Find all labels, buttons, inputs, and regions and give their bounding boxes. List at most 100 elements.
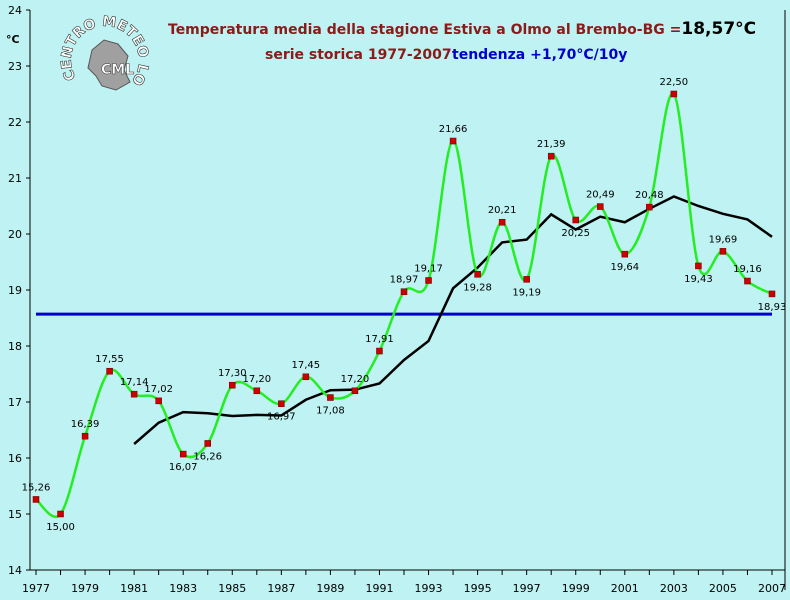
data-marker [425,277,432,284]
data-marker [744,277,751,285]
data-marker [57,510,64,518]
x-tick-label: 1999 [562,582,590,595]
x-tick-label: 2003 [660,582,688,595]
data-marker [81,432,89,440]
y-tick-label: 14 [8,564,22,577]
data-label: 20,25 [561,228,590,239]
data-marker [498,218,506,226]
data-marker [547,152,555,160]
data-marker [670,90,678,98]
data-marker [523,276,530,283]
data-marker [719,248,727,255]
data-marker [646,203,653,211]
data-marker [229,381,236,389]
y-tick-label: 21 [8,172,22,185]
data-marker [400,288,408,295]
y-axis-unit: °C [6,33,20,46]
chart-subtitle: serie storica 1977-2007 [265,47,452,63]
data-marker [130,390,138,398]
data-marker [253,387,261,395]
y-tick-label: 16 [8,452,22,465]
data-marker [351,387,359,395]
data-label: 19,16 [733,264,762,275]
x-tick-label: 2005 [709,582,737,595]
data-marker [278,400,285,407]
data-label: 22,50 [660,77,689,88]
chart-title-value: 18,57°C [681,19,756,39]
x-tick-label: 1981 [120,582,148,595]
data-label: 21,66 [439,124,468,135]
x-tick-label: 1979 [71,582,99,595]
x-tick-label: 1985 [218,582,246,595]
data-label: 17,20 [341,374,370,385]
y-tick-label: 19 [8,284,22,297]
data-label: 15,00 [46,522,75,533]
data-label: 19,17 [414,263,443,274]
data-marker [474,271,481,278]
x-tick-label: 1997 [513,582,541,595]
data-label: 18,97 [390,275,419,286]
data-label: 17,14 [120,377,149,388]
data-label: 17,02 [144,384,173,395]
data-marker [572,216,579,224]
data-marker [155,397,162,405]
data-marker [621,250,629,258]
data-marker [106,367,113,375]
x-tick-label: 2007 [758,582,786,595]
y-tick-label: 17 [8,396,22,409]
data-label: 16,07 [169,462,198,473]
data-marker [376,347,383,355]
data-label: 17,20 [242,374,271,385]
data-marker [204,440,211,447]
x-tick-label: 1991 [365,582,393,595]
x-tick-label: 1977 [22,582,50,595]
data-label: 15,26 [22,482,51,493]
data-label: 16,39 [71,419,100,430]
data-marker [597,203,604,210]
data-label: 16,97 [267,412,296,423]
trend-label: tendenza +1,70°C/10y [452,47,627,63]
y-tick-label: 15 [8,508,22,521]
data-label: 19,69 [709,234,738,245]
data-marker [179,450,187,458]
lombardy-map-icon [87,39,131,91]
y-tick-label: 23 [8,60,22,73]
data-label: 20,48 [635,190,664,201]
data-label: 19,28 [463,282,492,293]
data-label: 20,21 [488,205,517,216]
data-label: 20,49 [586,190,615,201]
data-label: 19,43 [684,274,713,285]
logo-cml-text: CML [101,62,134,78]
data-marker [32,496,40,503]
y-tick-label: 22 [8,116,22,129]
data-marker [768,290,776,298]
data-label: 17,30 [218,368,247,379]
x-tick-label: 1989 [316,582,344,595]
data-label: 17,55 [95,354,124,365]
data-marker [695,262,702,270]
x-tick-label: 2001 [611,582,639,595]
y-tick-label: 24 [8,4,22,17]
data-label: 17,08 [316,406,345,417]
data-label: 19,19 [512,287,541,298]
data-label: 17,45 [292,360,321,371]
chart-title-text: Temperatura media della stagione Estiva … [168,22,681,38]
series-summer-temperature [35,92,773,518]
x-tick-label: 1983 [169,582,197,595]
data-label: 21,39 [537,139,566,150]
cml-logo: CENTRO METEO LOMBARDO CML [0,0,151,91]
data-marker [449,137,457,145]
series-moving-average [133,195,773,445]
moving-average-line [133,195,773,445]
x-tick-label: 1995 [464,582,492,595]
data-label: 18,93 [758,302,787,313]
data-label: 16,26 [193,451,222,462]
data-label: 17,91 [365,334,394,345]
data-marker [327,394,334,401]
x-tick-label: 1987 [267,582,295,595]
temperature-line [35,92,773,518]
data-markers [32,90,776,518]
x-tick-label: 1993 [415,582,443,595]
